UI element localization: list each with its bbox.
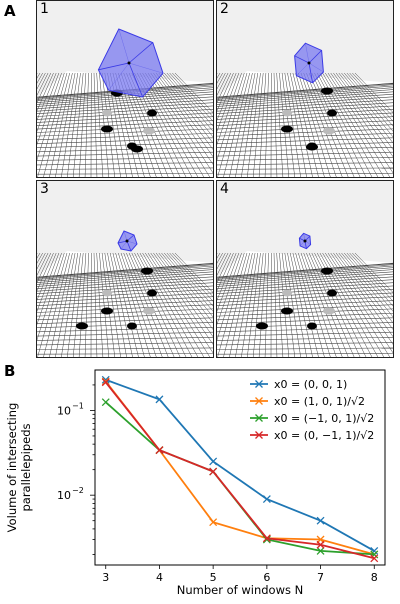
panel-a-letter: A xyxy=(4,2,16,20)
window-marker xyxy=(256,323,268,330)
scene-4 xyxy=(217,181,394,358)
x-tick-label: 8 xyxy=(371,571,378,584)
series-line xyxy=(106,382,375,558)
scene-3 xyxy=(37,181,214,358)
legend-label: x0 = (0, −1, 1)/√2 xyxy=(274,429,374,442)
x-axis-label: Number of windows N xyxy=(177,583,303,597)
window-marker xyxy=(76,323,88,330)
window-marker xyxy=(147,110,157,117)
window-marker xyxy=(321,268,333,275)
scene-2 xyxy=(217,1,394,178)
window-marker xyxy=(127,323,137,330)
x-tick-label: 4 xyxy=(156,571,163,584)
window-marker xyxy=(282,290,292,297)
subpanel-1: 1 xyxy=(36,0,214,178)
data-point xyxy=(102,399,109,406)
window-marker xyxy=(307,323,317,330)
window-marker xyxy=(101,308,113,315)
window-marker xyxy=(143,308,155,315)
y-axis-label: parallelepipeds xyxy=(19,423,33,511)
floor-grid xyxy=(217,251,394,358)
legend: x0 = (0, 0, 1) x0 = (1, 0, 1)/√2 x0 = (−1,… xyxy=(250,378,374,442)
legend-label: x0 = (0, 0, 1) xyxy=(274,378,347,391)
window-marker xyxy=(281,126,293,133)
window-marker xyxy=(131,146,143,153)
floor-grid xyxy=(37,251,214,358)
window-marker xyxy=(102,110,112,117)
x-tick-label: 3 xyxy=(102,571,109,584)
data-point xyxy=(263,496,270,503)
data-point xyxy=(210,468,217,475)
window-marker xyxy=(327,110,337,117)
subpanel-label: 3 xyxy=(40,181,49,197)
window-marker xyxy=(147,290,157,297)
data-point xyxy=(317,517,324,524)
window-marker xyxy=(321,88,333,95)
window-marker xyxy=(306,144,318,151)
scene-1 xyxy=(37,1,214,178)
y-tick-exponent: −2 xyxy=(72,486,84,495)
series-line xyxy=(106,402,375,554)
legend-label: x0 = (1, 0, 1)/√2 xyxy=(274,395,365,408)
window-marker xyxy=(323,128,335,135)
y-tick-label: 10 xyxy=(57,489,71,502)
window-marker xyxy=(101,126,113,133)
floor-grid xyxy=(217,71,394,178)
window-marker xyxy=(141,268,153,275)
x-tick-label: 7 xyxy=(317,571,324,584)
y-tick-exponent: −1 xyxy=(72,401,84,410)
y-tick-label: 10 xyxy=(57,404,71,417)
window-marker xyxy=(327,290,337,297)
window-marker xyxy=(143,128,155,135)
y-axis-label: Volume of intersecting xyxy=(5,403,19,533)
subpanel-3: 3 xyxy=(36,180,214,358)
window-marker xyxy=(323,308,335,315)
panel-a: 1 2 3 4 xyxy=(36,0,396,358)
legend-label: x0 = (−1, 0, 1)/√2 xyxy=(274,412,374,425)
subpanel-label: 1 xyxy=(40,1,49,17)
parallelepiped xyxy=(299,233,310,248)
subpanel-2: 2 xyxy=(216,0,394,178)
window-marker xyxy=(281,308,293,315)
data-point xyxy=(156,447,163,454)
data-point xyxy=(210,458,217,465)
subpanel-4: 4 xyxy=(216,180,394,358)
window-marker xyxy=(102,290,112,297)
subpanel-label: 4 xyxy=(220,181,229,197)
window-marker xyxy=(282,110,292,117)
subpanel-label: 2 xyxy=(220,1,229,17)
